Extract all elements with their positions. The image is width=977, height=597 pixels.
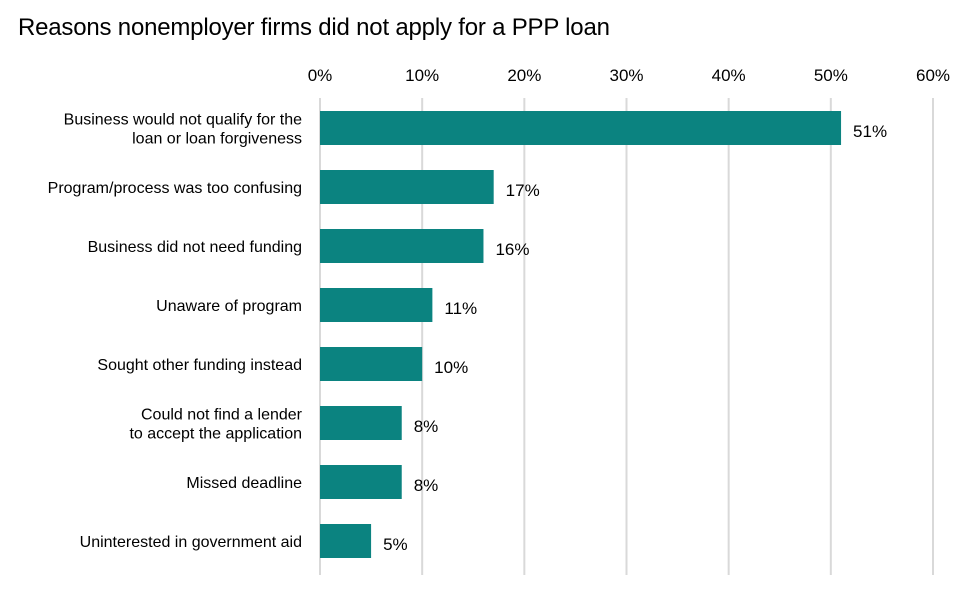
- data-label: 51%: [853, 122, 887, 141]
- x-tick-label: 60%: [916, 66, 950, 85]
- category-label: Business did not need funding: [88, 239, 302, 256]
- x-tick-label: 50%: [814, 66, 848, 85]
- category-label: Unaware of program: [156, 298, 302, 315]
- data-label: 8%: [414, 417, 439, 436]
- bar: [320, 229, 484, 263]
- category-label: Could not find a lender to accept the app…: [129, 407, 302, 443]
- category-label: Business would not qualify for the loan o…: [64, 112, 302, 148]
- category-label: Uninterested in government aid: [80, 534, 302, 551]
- bar: [320, 465, 402, 499]
- data-label: 11%: [444, 299, 477, 318]
- category-labels: Business would not qualify for the loan o…: [48, 112, 303, 552]
- data-label: 16%: [495, 240, 529, 259]
- data-label: 5%: [383, 535, 408, 554]
- bars: [320, 111, 842, 558]
- bar: [320, 524, 372, 558]
- category-label: Missed deadline: [186, 475, 302, 492]
- x-tick-label: 10%: [405, 66, 439, 85]
- value-labels: 51% 17% 16% 11% 10% 8% 8% 5%: [383, 122, 887, 554]
- category-label: Sought other funding instead: [97, 357, 302, 374]
- bar: [320, 170, 494, 204]
- x-axis-ticks: 0% 10% 20% 30% 40% 50% 60%: [308, 66, 950, 85]
- bar: [320, 406, 402, 440]
- bar: [320, 111, 842, 145]
- bar: [320, 288, 433, 322]
- bar: [320, 347, 423, 381]
- x-tick-label: 40%: [712, 66, 746, 85]
- data-label: 8%: [414, 476, 439, 495]
- x-tick-label: 30%: [609, 66, 643, 85]
- data-label: 17%: [506, 181, 540, 200]
- x-tick-label: 0%: [308, 66, 333, 85]
- data-label: 10%: [434, 358, 468, 377]
- gridlines: [319, 98, 934, 575]
- category-label: Program/process was too confusing: [48, 180, 302, 197]
- x-tick-label: 20%: [507, 66, 541, 85]
- chart-title: Reasons nonemployer firms did not apply …: [18, 14, 610, 41]
